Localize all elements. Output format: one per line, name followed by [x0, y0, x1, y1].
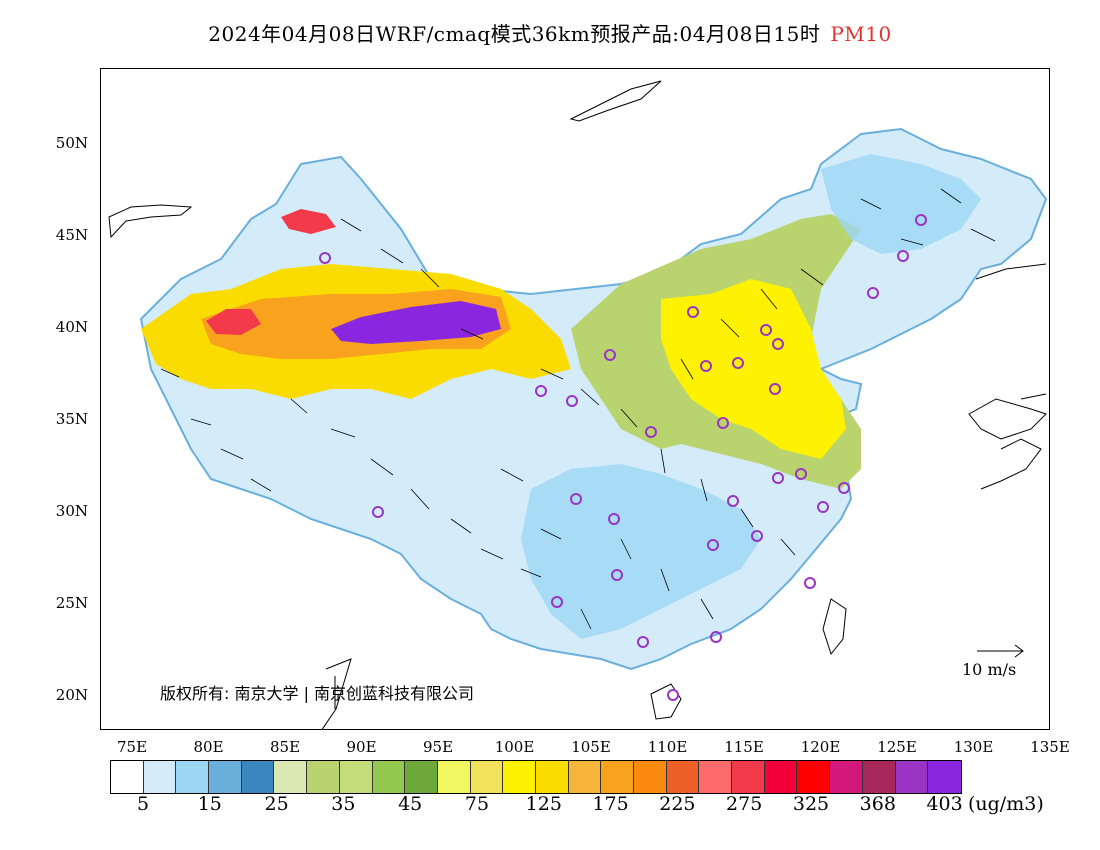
longitude-label: 105E: [571, 738, 611, 756]
latitude-label: 20N: [55, 686, 88, 704]
legend-swatch: [437, 761, 471, 793]
concentration-map: [108, 80, 1048, 729]
legend-swatch: [666, 761, 700, 793]
legend-tick-label: 368: [859, 793, 896, 815]
longitude-label: 110E: [647, 738, 688, 756]
legend-swatch: [176, 761, 210, 793]
legend-swatch: [928, 761, 961, 793]
high-concentration-core: [331, 301, 501, 344]
legend-swatch: [241, 761, 275, 793]
legend-swatch: [405, 761, 438, 793]
high-concentration-tianshan: [281, 209, 336, 234]
legend-swatch: [503, 761, 536, 793]
legend-unit: (ug/m3): [968, 793, 1044, 815]
legend-swatch: [535, 761, 569, 793]
legend-swatch: [895, 761, 929, 793]
title-main: 2024年04月08日WRF/cmaq模式36km预报产品:04月08日15时: [208, 22, 821, 46]
legend-swatch: [862, 761, 896, 793]
copyright-text: 版权所有: 南京大学 | 南京创蓝科技有限公司: [160, 684, 475, 703]
legend-swatch: [111, 761, 144, 793]
latitude-label: 35N: [55, 410, 88, 428]
legend-tick-label: 275: [726, 793, 763, 815]
legend-swatch: [797, 761, 831, 793]
longitude-label: 135E: [1030, 738, 1070, 756]
latitude-label: 25N: [55, 594, 88, 612]
legend-tick-label: 75: [464, 793, 490, 815]
legend-tick-label: 25: [264, 793, 289, 815]
legend-swatch: [470, 761, 504, 793]
longitude-label: 75E: [116, 738, 148, 756]
color-legend: [110, 760, 962, 794]
wind-reference-arrow: [977, 644, 1024, 658]
legend-tick-label: 35: [331, 793, 356, 815]
legend-swatch: [372, 761, 406, 793]
longitude-label: 130E: [953, 738, 994, 756]
longitude-label: 125E: [877, 738, 917, 756]
wind-reference-label: 10 m/s: [962, 660, 1017, 679]
map-panel: [100, 68, 1050, 730]
legend-swatch: [339, 761, 373, 793]
longitude-label: 85E: [269, 738, 301, 756]
legend-swatch: [732, 761, 765, 793]
legend-swatch: [143, 761, 177, 793]
legend-swatch: [764, 761, 798, 793]
legend-swatch: [699, 761, 733, 793]
coastline-outlines: [108, 80, 1047, 729]
blue-patch-northeast: [821, 154, 981, 254]
latitude-label: 45N: [55, 226, 88, 244]
longitude-label: 120E: [800, 738, 841, 756]
legend-swatch: [209, 761, 242, 793]
city-markers: [319, 214, 927, 701]
legend-tick-label: 5: [136, 793, 150, 815]
wind-vectors: [160, 188, 996, 630]
longitude-label: 115E: [724, 738, 764, 756]
title-pollutant: PM10: [830, 22, 892, 46]
legend-swatch: [601, 761, 634, 793]
longitude-label: 100E: [494, 738, 535, 756]
yellow-north-china: [661, 279, 846, 459]
legend-tick-label: 403: [926, 793, 963, 815]
legend-tick-label: 175: [592, 793, 629, 815]
high-concentration-west: [206, 309, 261, 335]
map-title: 2024年04月08日WRF/cmaq模式36km预报产品:04月08日15时 P…: [0, 18, 1100, 47]
latitude-label: 50N: [55, 134, 88, 152]
legend-tick-label: 225: [659, 793, 696, 815]
blue-patch-southeast: [521, 464, 761, 639]
legend-tick-label: 325: [792, 793, 830, 815]
legend-swatch: [568, 761, 602, 793]
legend-swatch: [307, 761, 340, 793]
legend-swatch: [274, 761, 308, 793]
legend-swatch: [830, 761, 863, 793]
longitude-label: 90E: [346, 738, 377, 756]
latitude-label: 40N: [55, 318, 88, 336]
legend-tick-label: 125: [525, 793, 562, 815]
legend-swatch: [634, 761, 667, 793]
longitude-label: 80E: [193, 738, 224, 756]
legend-tick-label: 15: [197, 793, 222, 815]
latitude-label: 30N: [55, 502, 88, 520]
longitude-label: 95E: [422, 738, 454, 756]
legend-tick-label: 45: [398, 793, 423, 815]
